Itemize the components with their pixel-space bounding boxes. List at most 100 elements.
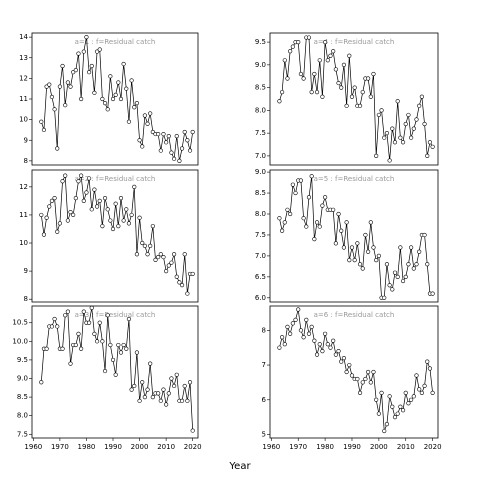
point	[314, 352, 320, 357]
point	[116, 224, 121, 229]
y-tick-label: 9.0	[255, 61, 266, 69]
y-tick-label: 5	[262, 431, 266, 439]
point	[379, 390, 384, 395]
point	[44, 215, 49, 220]
point	[55, 146, 60, 151]
point	[331, 207, 336, 212]
x-tick-label: 1990	[343, 443, 361, 451]
point	[277, 216, 282, 221]
point	[179, 283, 185, 288]
point	[65, 80, 70, 85]
point	[341, 245, 347, 250]
point	[349, 245, 355, 250]
point	[68, 361, 73, 366]
point	[169, 260, 174, 265]
point	[71, 70, 76, 75]
x-axis-label: Year	[228, 461, 251, 472]
point	[406, 401, 411, 406]
point	[129, 212, 134, 218]
point	[55, 229, 60, 234]
panel-frame	[31, 305, 199, 439]
point	[403, 274, 408, 279]
point	[94, 49, 100, 54]
point	[414, 262, 419, 267]
y-tick-label: 7.5	[255, 231, 266, 239]
point	[73, 342, 78, 348]
y-tick-label: 9.5	[255, 38, 266, 46]
y-tick-label: 7.5	[17, 430, 28, 438]
point	[344, 220, 349, 225]
point	[65, 218, 70, 223]
point	[328, 345, 333, 350]
point	[39, 380, 44, 385]
point	[171, 383, 177, 389]
point	[84, 190, 89, 195]
point	[427, 366, 433, 371]
point	[395, 99, 400, 104]
point	[306, 195, 312, 200]
point	[102, 195, 108, 201]
point	[100, 339, 105, 344]
point	[158, 148, 163, 153]
point	[161, 387, 166, 392]
point	[142, 243, 147, 248]
point	[190, 428, 195, 433]
point	[382, 428, 387, 434]
point	[390, 287, 395, 292]
point	[63, 313, 68, 318]
point	[331, 338, 336, 343]
point	[400, 140, 406, 145]
point	[331, 49, 336, 54]
point	[110, 96, 116, 102]
point	[349, 373, 355, 378]
point	[161, 131, 166, 137]
point	[293, 190, 298, 196]
point	[306, 331, 312, 336]
point	[94, 204, 100, 209]
point	[352, 85, 357, 90]
point	[293, 317, 298, 322]
point	[357, 390, 363, 395]
point	[153, 257, 158, 262]
point	[121, 342, 126, 348]
point	[414, 117, 419, 122]
point	[419, 94, 424, 99]
x-tick-label: 2020	[424, 443, 442, 451]
point	[355, 241, 360, 246]
point	[134, 252, 140, 257]
point	[87, 320, 92, 325]
point	[132, 105, 137, 110]
point	[309, 324, 314, 329]
point	[182, 252, 187, 257]
point	[336, 349, 341, 354]
point	[102, 101, 108, 106]
point	[425, 359, 430, 364]
point	[371, 369, 376, 375]
point	[81, 198, 86, 203]
point	[411, 394, 416, 399]
point	[187, 380, 193, 385]
x-tick-label: 1970	[289, 443, 307, 451]
point	[126, 316, 132, 322]
x-tick-label: 1980	[316, 443, 334, 451]
point	[390, 126, 395, 131]
point	[150, 129, 155, 135]
point	[73, 195, 78, 201]
point	[374, 153, 379, 158]
point	[179, 146, 185, 151]
series-line	[40, 307, 194, 431]
point	[108, 342, 113, 348]
panel-frame	[31, 169, 199, 303]
point	[118, 195, 124, 201]
point	[65, 309, 70, 314]
point	[137, 215, 142, 220]
point	[113, 201, 118, 206]
panel-title: a=4 : f=Residual catch	[314, 38, 395, 46]
point	[68, 210, 73, 215]
point	[285, 76, 290, 81]
point	[400, 278, 406, 284]
point	[97, 198, 102, 203]
point	[169, 150, 174, 155]
point	[49, 94, 55, 100]
point	[79, 96, 84, 102]
